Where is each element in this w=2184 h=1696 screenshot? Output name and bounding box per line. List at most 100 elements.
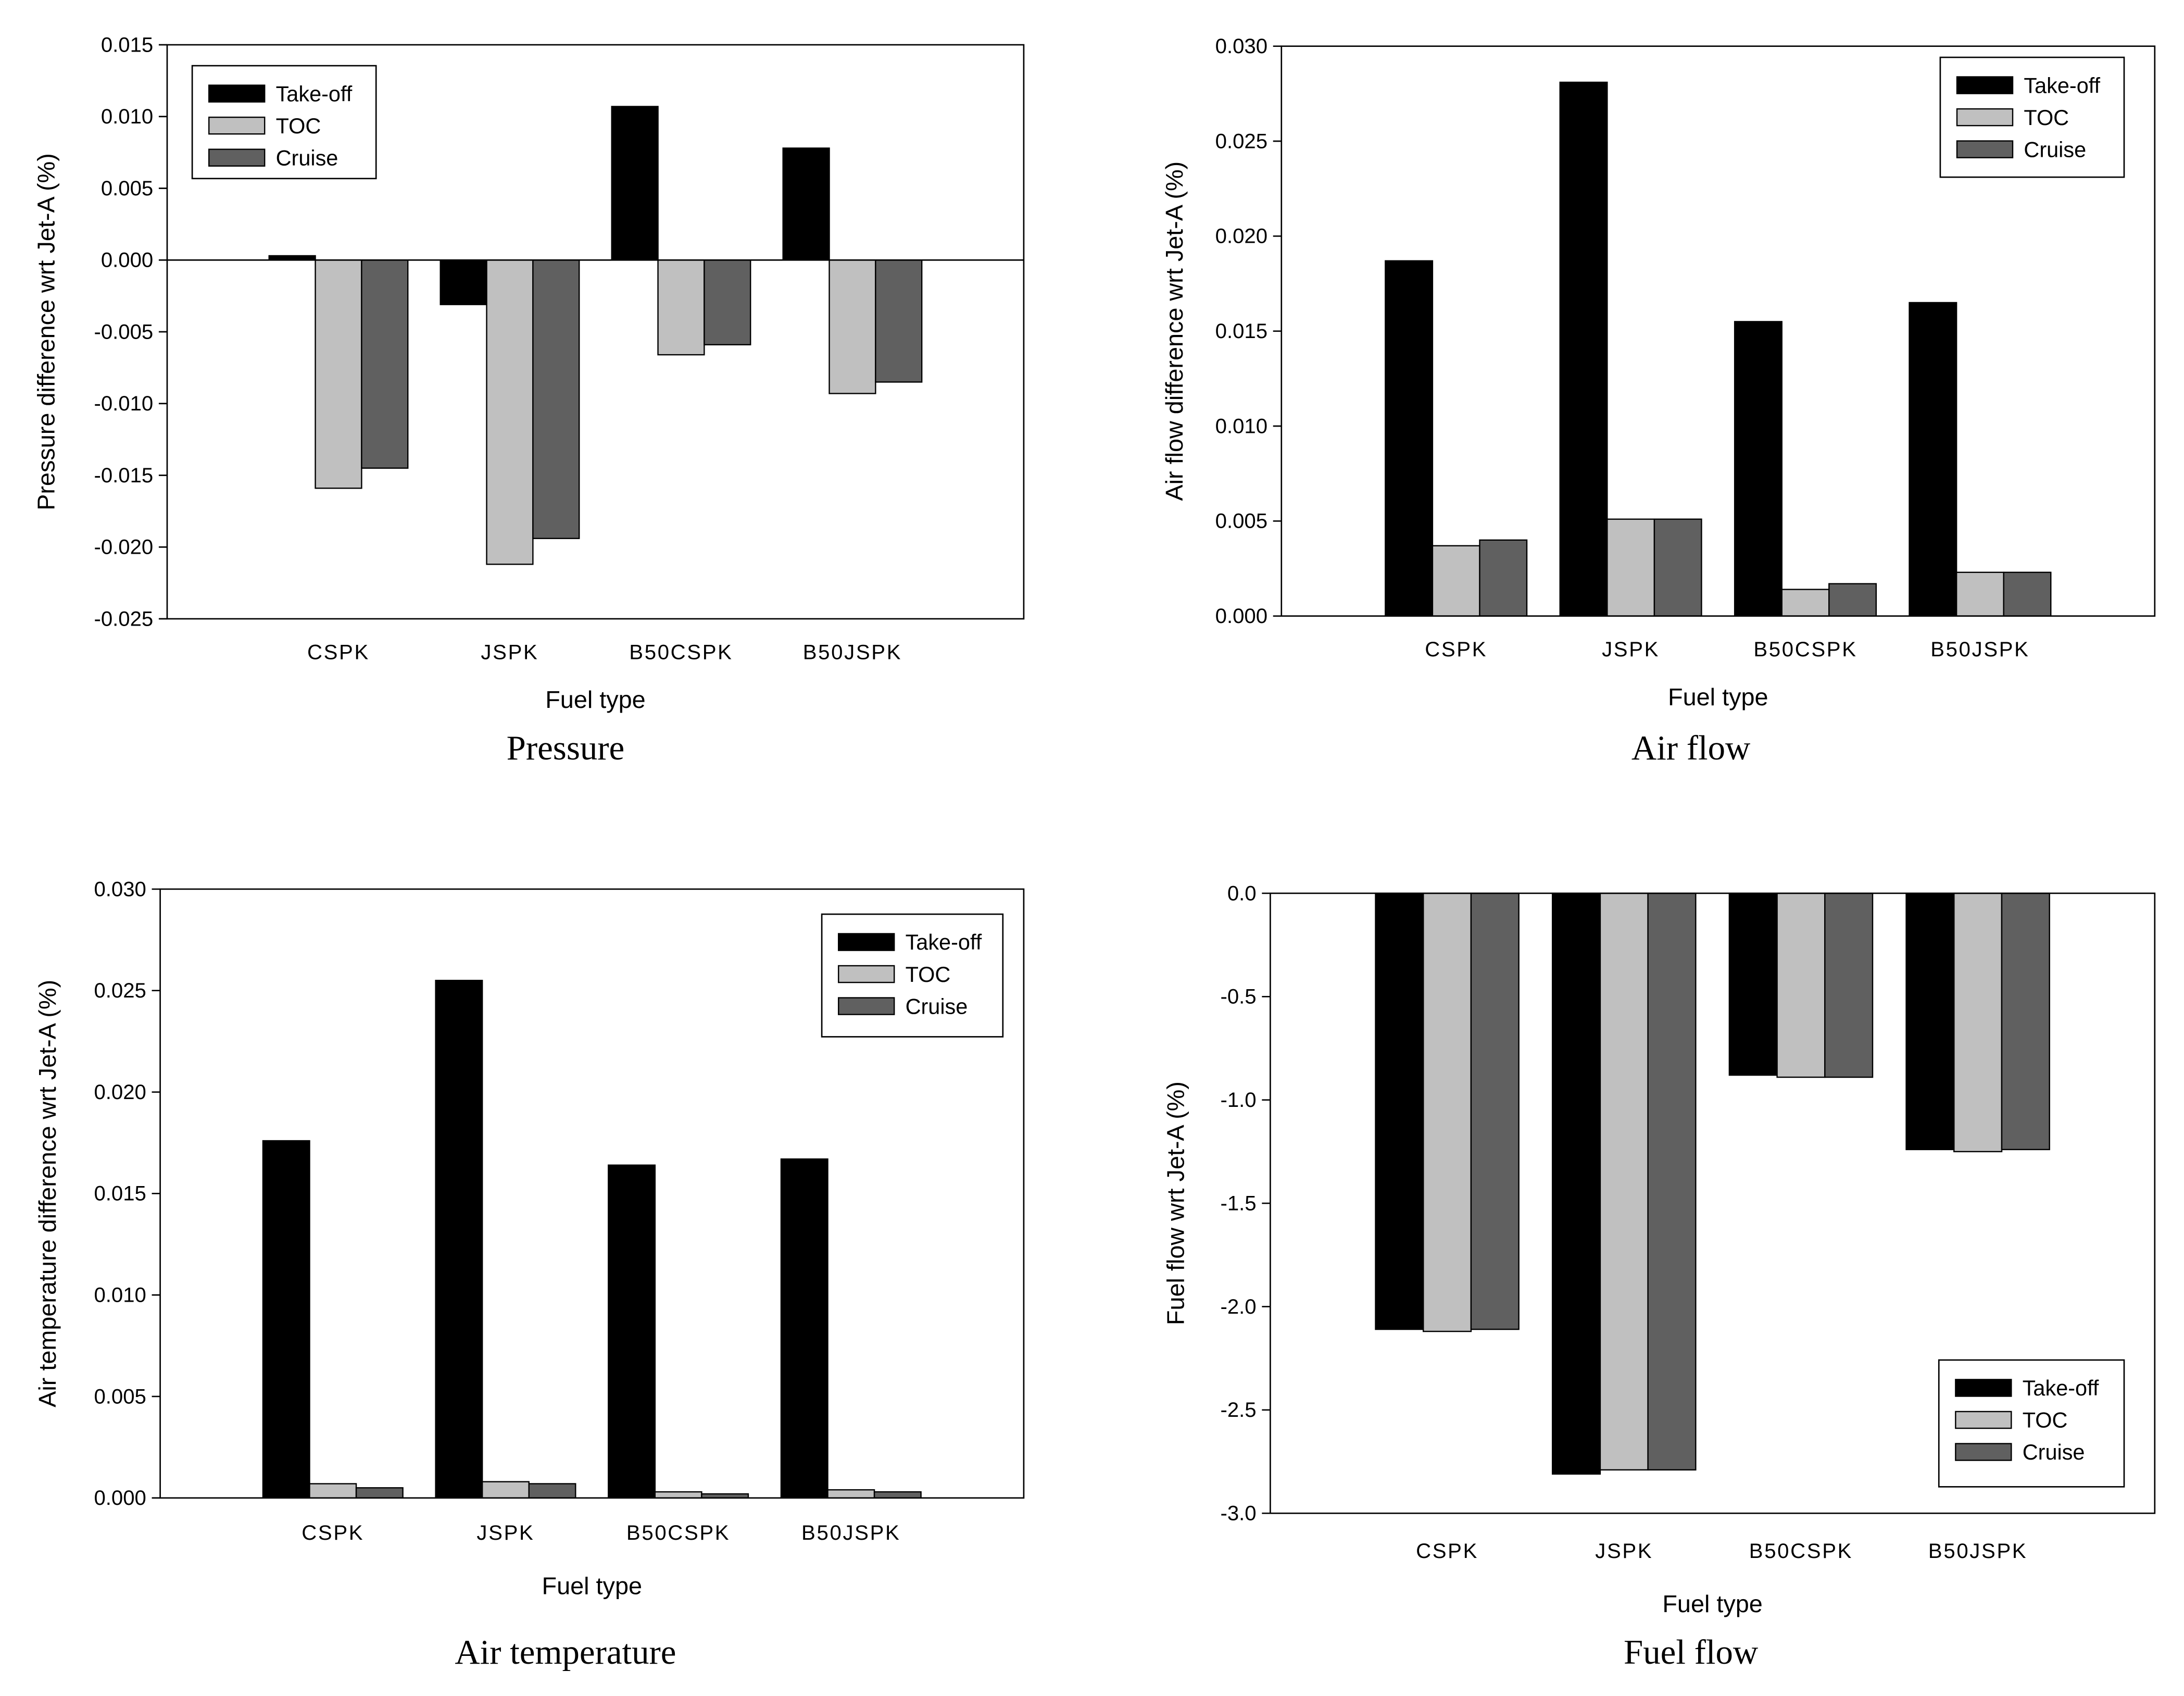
bar-fuel-flow-b50jspk-cruise	[2001, 892, 2050, 1151]
bar-air-temperature-jspk-toc	[481, 1481, 530, 1499]
x-category-label: B50JSPK	[1930, 638, 2029, 661]
y-tick-label: -2.0	[1220, 1295, 1256, 1318]
legend-label: TOC	[2024, 105, 2069, 130]
bar-fuel-flow-b50cspk-cruise	[1824, 892, 1874, 1078]
x-category-label: B50JSPK	[801, 1521, 900, 1544]
x-category-label: CSPK	[307, 641, 370, 664]
bar-fuel-flow-jspk-take-off	[1551, 892, 1601, 1475]
legend-swatch-cruise	[1956, 140, 2014, 158]
y-axis: 0.015 0.010 0.005 0.000 -0.005 -0.010 -0.015 -0…	[94, 33, 167, 630]
legend-swatch-cruise	[1955, 1443, 2012, 1461]
y-tick-label: -0.5	[1220, 985, 1256, 1008]
bar-air-flow-b50jspk-cruise	[2003, 571, 2052, 617]
legend-label: Take-off	[276, 81, 353, 106]
y-tick-label: 0.0	[1227, 881, 1257, 905]
x-axis-label: Fuel type	[542, 1572, 643, 1599]
x-axis-label: Fuel type	[1668, 683, 1768, 710]
y-axis-label: Air temperature difference wrt Jet-A (%)	[34, 980, 61, 1407]
legend-swatch-take-off	[1955, 1379, 2012, 1397]
bar-air-flow-cspk-take-off	[1385, 260, 1434, 617]
y-tick-label: -2.5	[1220, 1398, 1256, 1421]
bar-pressure-b50jspk-cruise	[875, 259, 923, 383]
legend-label: Cruise	[2024, 137, 2086, 161]
y-tick-label: 0.015	[1215, 319, 1267, 343]
bar-fuel-flow-cspk-toc	[1423, 892, 1472, 1332]
bar-air-flow-b50jspk-toc	[1955, 571, 2004, 617]
y-axis-label: Pressure difference wrt Jet-A (%)	[32, 153, 59, 510]
legend: Take-off TOC Cruise	[191, 65, 377, 180]
x-category-label: JSPK	[1602, 638, 1660, 661]
bar-pressure-b50jspk-toc	[829, 259, 876, 394]
bar-air-temperature-b50jspk-toc	[827, 1489, 875, 1499]
y-axis: 0.030 0.025 0.020 0.015 0.010 0.005 0.000	[1215, 34, 1282, 628]
y-tick-label: 0.005	[101, 177, 153, 200]
y-tick-label: -0.005	[94, 320, 153, 343]
bar-air-flow-jspk-take-off	[1559, 81, 1608, 617]
y-tick-label: -0.025	[94, 607, 153, 630]
legend: Take-off TOC Cruise	[1939, 56, 2125, 178]
x-category-label: B50CSPK	[626, 1521, 730, 1544]
legend: Take-off TOC Cruise	[1938, 1359, 2125, 1488]
legend-swatch-cruise	[208, 148, 266, 167]
legend-swatch-cruise	[837, 997, 895, 1015]
bars-fuel-flow	[1375, 892, 2050, 1475]
legend-swatch-toc	[1955, 1411, 2012, 1429]
plot-frame	[1270, 892, 2156, 1514]
bar-air-temperature-b50cspk-take-off	[608, 1164, 656, 1499]
bar-air-temperature-cspk-toc	[309, 1483, 357, 1499]
bar-pressure-jspk-cruise	[532, 259, 580, 539]
x-category-label: JSPK	[476, 1521, 534, 1544]
y-axis-label: Air flow difference wrt Jet-A (%)	[1161, 161, 1188, 501]
legend-label: Take-off	[2024, 73, 2100, 97]
x-category-label: B50JSPK	[1928, 1539, 2027, 1563]
y-tick-label: 0.030	[94, 877, 146, 901]
y-tick-label: 0.010	[94, 1283, 146, 1307]
y-tick-label: 0.015	[101, 33, 153, 56]
bars-air-flow	[1385, 81, 2052, 617]
y-tick-label: -1.0	[1220, 1088, 1256, 1112]
x-category-label: B50CSPK	[1749, 1539, 1853, 1563]
legend-swatch-take-off	[837, 933, 895, 951]
x-category-label: JSPK	[1595, 1539, 1653, 1563]
bar-air-flow-b50cspk-take-off	[1734, 321, 1783, 617]
x-axis-label: Fuel type	[1662, 1590, 1763, 1617]
bar-air-flow-b50jspk-take-off	[1909, 302, 1957, 617]
bars-air-temperature	[262, 980, 922, 1499]
legend-swatch-toc	[837, 965, 895, 983]
chart-caption: Pressure	[507, 729, 625, 767]
x-category-label: CSPK	[1416, 1539, 1478, 1563]
y-tick-label: 0.015	[94, 1182, 146, 1205]
legend-label: Take-off	[2023, 1376, 2099, 1400]
x-category-label: B50CSPK	[629, 641, 733, 664]
bar-air-flow-jspk-cruise	[1653, 518, 1702, 617]
chart-caption: Fuel flow	[1624, 1633, 1758, 1672]
bar-fuel-flow-b50jspk-toc	[1953, 892, 2003, 1153]
bar-pressure-b50cspk-take-off	[611, 106, 659, 261]
y-tick-label: 0.010	[101, 105, 153, 128]
legend-label: Cruise	[2023, 1440, 2085, 1464]
x-category-label: CSPK	[302, 1521, 364, 1544]
x-category-label: CSPK	[1425, 638, 1487, 661]
y-tick-label: 0.025	[94, 979, 146, 1002]
x-axis-label: Fuel type	[545, 686, 646, 713]
legend-label: TOC	[2023, 1408, 2068, 1432]
chart-air-temperature: CSPK JSPK B50CSPK B50JSPK0.0300.0250.0200.0…	[34, 877, 1025, 1672]
y-tick-label: -0.010	[94, 392, 153, 415]
bar-fuel-flow-jspk-cruise	[1647, 892, 1697, 1471]
y-axis: 0.0 -0.5 -1.0 -1.5 -2.0 -2.5 -3.0	[1220, 881, 1271, 1525]
bar-pressure-cspk-toc	[315, 259, 362, 489]
legend-swatch-toc	[208, 116, 266, 135]
bar-pressure-b50cspk-toc	[657, 259, 705, 356]
bar-pressure-cspk-cruise	[361, 259, 409, 469]
y-tick-label: 0.005	[94, 1385, 146, 1408]
bar-air-temperature-b50cspk-toc	[654, 1491, 702, 1499]
chart-pressure: CSPK JSPK B50CSPK B50JSPK0.0150.0100.0050.0…	[32, 33, 1025, 767]
x-category-label: B50CSPK	[1753, 638, 1857, 661]
y-tick-label: 0.005	[1215, 509, 1267, 533]
y-tick-label: 0.010	[1215, 414, 1267, 438]
y-tick-label: -0.020	[94, 535, 153, 559]
bar-air-flow-b50cspk-toc	[1781, 589, 1830, 617]
legend: Take-off TOC Cruise	[821, 913, 1004, 1038]
